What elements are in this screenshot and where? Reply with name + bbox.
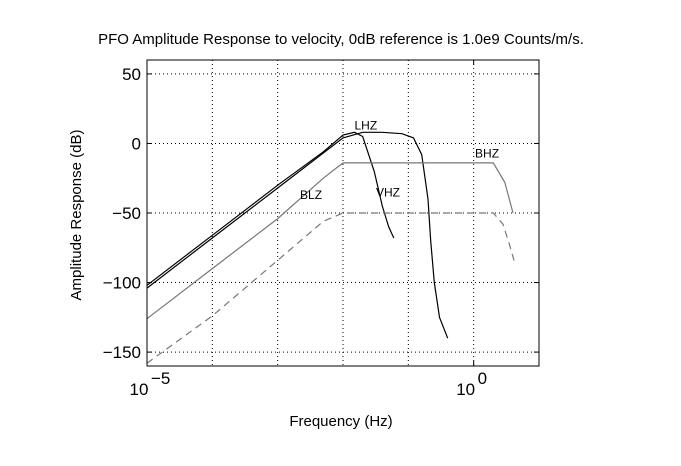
chart-title: PFO Amplitude Response to velocity, 0dB … (98, 31, 584, 48)
curve-labels: LHZ VHZ BHZ BLZ (300, 119, 499, 203)
x-tick-label: 10 (456, 380, 475, 399)
y-tick-label: 50 (122, 65, 141, 84)
series-lines (146, 131, 515, 364)
curve-label-vhz: VHZ (376, 185, 400, 199)
y-tick-label: −50 (112, 204, 141, 223)
y-tick-label: −150 (103, 343, 141, 362)
series-line-bhz (146, 162, 514, 320)
series-line-lhz (146, 131, 449, 339)
curve-label-bhz: BHZ (475, 146, 499, 160)
x-axis-label: Frequency (Hz) (289, 413, 392, 430)
series-line-vhz (146, 131, 395, 286)
curve-label-blz: BLZ (300, 188, 322, 202)
x-tick-label: 10 (130, 380, 149, 399)
series-line-blz (146, 212, 515, 364)
x-tick-exponent: 0 (478, 369, 487, 388)
curve-label-lhz: LHZ (355, 119, 378, 133)
y-axis-label: Amplitude Response (dB) (68, 130, 85, 301)
y-tick-label: −100 (103, 274, 141, 293)
y-tick-label: 0 (132, 134, 141, 153)
x-tick-exponent: −5 (151, 369, 170, 388)
